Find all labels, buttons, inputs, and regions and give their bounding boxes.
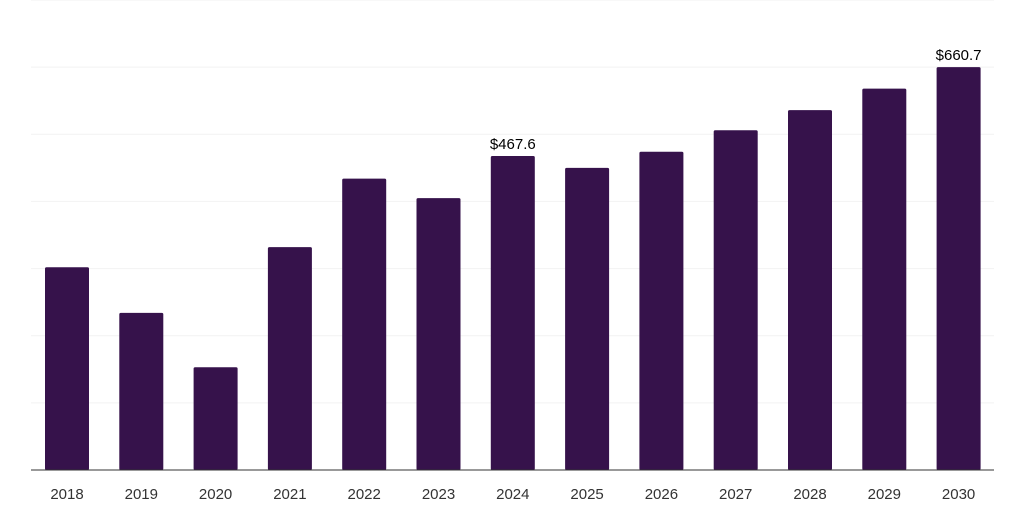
data-label-2030: $660.7 — [936, 47, 982, 64]
bar-2025[interactable] — [565, 167, 610, 470]
x-tick-label-2030: 2030 — [942, 486, 975, 503]
bar-2027[interactable] — [713, 130, 758, 470]
bar-2019[interactable] — [119, 312, 164, 470]
x-tick-label-2019: 2019 — [125, 486, 158, 503]
x-tick-label-2018: 2018 — [50, 486, 83, 503]
data-label-2024: $467.6 — [490, 136, 536, 153]
bar-2023[interactable] — [416, 198, 461, 471]
x-tick-label-2022: 2022 — [348, 486, 381, 503]
x-tick-label-2026: 2026 — [645, 486, 678, 503]
x-tick-label-2025: 2025 — [570, 486, 603, 503]
x-tick-label-2023: 2023 — [422, 486, 455, 503]
bar-2018[interactable] — [45, 267, 89, 470]
bar-2022[interactable] — [342, 178, 387, 470]
x-axis-tick-labels: 2018 2019 2020 2021 2022 2023 2024 2025 2026 2027… — [50, 486, 975, 503]
bar-2030[interactable] — [936, 67, 981, 471]
bar-2021[interactable] — [267, 247, 312, 470]
bar-2026[interactable] — [639, 151, 684, 470]
x-tick-label-2021: 2021 — [273, 486, 306, 503]
bar-2029[interactable] — [862, 88, 907, 470]
x-tick-label-2027: 2027 — [719, 486, 752, 503]
bars — [45, 67, 981, 471]
data-labels: $467.6 $660.7 — [490, 47, 982, 153]
x-tick-label-2029: 2029 — [868, 486, 901, 503]
bar-2024[interactable] — [490, 156, 535, 471]
x-tick-label-2024: 2024 — [496, 486, 529, 503]
x-tick-label-2028: 2028 — [793, 486, 826, 503]
x-tick-label-2020: 2020 — [199, 486, 232, 503]
bar-2020[interactable] — [193, 367, 238, 470]
bar-2028[interactable] — [788, 110, 832, 470]
